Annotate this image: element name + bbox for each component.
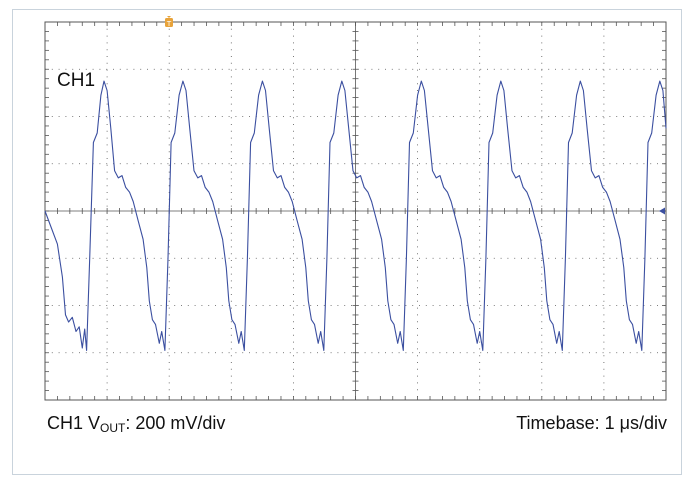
svg-text:T: T (166, 20, 172, 28)
screenshot-frame (12, 9, 682, 475)
vertical-scale-subscript: OUT (100, 421, 126, 435)
trace-series-1 (44, 80, 667, 351)
vertical-scale-prefix: CH1 V (47, 413, 101, 433)
vertical-scale-label: CH1 VOUT: 200 mV/div (47, 413, 225, 435)
vertical-scale-value: : 200 mV/div (125, 413, 226, 433)
marker-layer (659, 207, 665, 215)
channel-label: CH1 (57, 70, 96, 91)
timebase-label: Timebase: 1 μs/div (516, 413, 667, 433)
trigger-position-marker-icon: T (165, 16, 173, 28)
trace-layer (44, 80, 667, 351)
channel-level-arrow-icon (659, 207, 665, 215)
